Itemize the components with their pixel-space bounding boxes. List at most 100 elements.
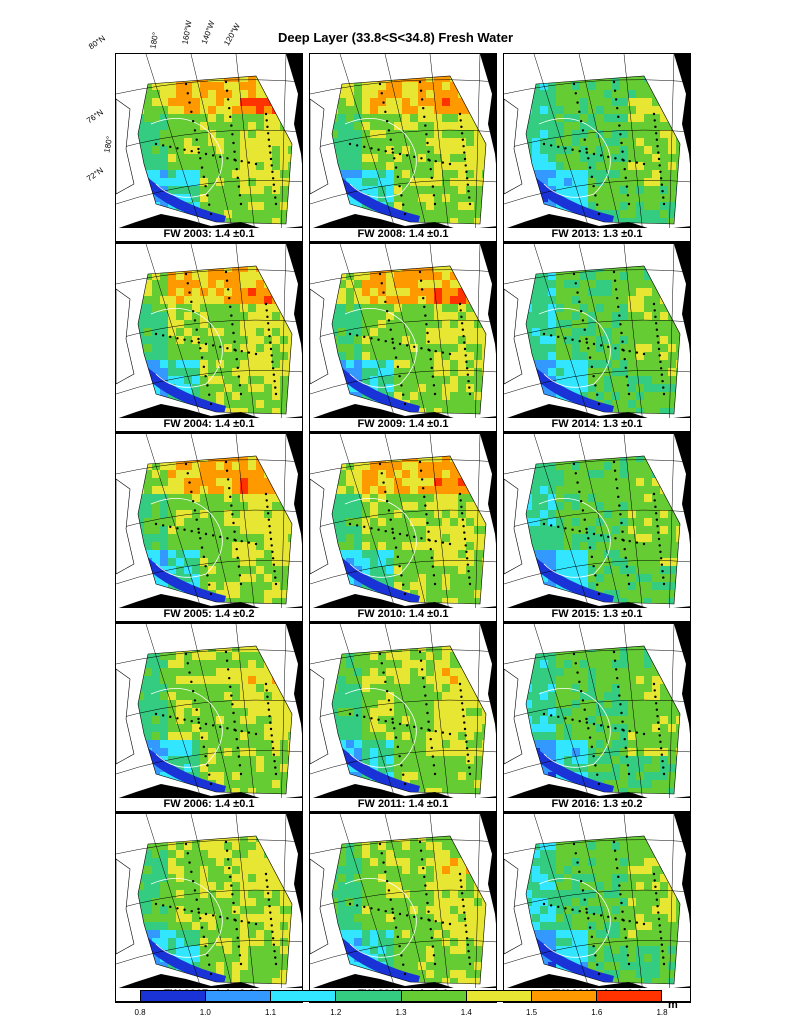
grid-cell [160, 668, 169, 677]
graticule-line [116, 129, 302, 150]
grid-cell [240, 154, 249, 163]
grid-cell [442, 328, 451, 337]
station-dot [430, 366, 433, 370]
grid-cell [378, 534, 387, 543]
station-dot [571, 338, 574, 341]
grid-cell [450, 162, 459, 171]
grid-cell [628, 456, 637, 463]
grid-cell [628, 400, 637, 409]
grid-cell [354, 462, 363, 471]
grid-cell [240, 502, 249, 511]
station-dot [398, 532, 402, 536]
grid-cell [240, 146, 249, 155]
grid-cell [362, 186, 371, 195]
grid-cell [176, 462, 185, 471]
station-dot [169, 145, 172, 149]
grid-cell [466, 138, 475, 147]
station-dot [233, 720, 236, 723]
grid-cell [426, 376, 435, 385]
grid-cell [184, 676, 193, 685]
grid-cell [434, 660, 443, 669]
grid-cell [636, 478, 645, 487]
grid-cell [332, 162, 339, 171]
grid-cell [660, 582, 669, 591]
station-dot [197, 341, 201, 344]
grid-cell [256, 708, 265, 717]
grid-cell [138, 360, 145, 369]
grid-cell [152, 542, 161, 551]
station-dot [614, 288, 618, 291]
grid-cell [168, 360, 177, 369]
grid-cell [354, 478, 363, 487]
grid-cell [208, 764, 217, 773]
grid-cell [418, 590, 427, 599]
grid-cell [482, 590, 486, 599]
grid-cell [378, 304, 387, 313]
grid-cell [248, 344, 257, 353]
grid-cell [668, 130, 677, 139]
grid-cell [138, 590, 145, 599]
station-dot [402, 393, 405, 396]
grid-cell [434, 138, 443, 147]
grid-cell [402, 114, 411, 123]
grid-cell [272, 170, 281, 179]
grid-cell [482, 146, 486, 155]
grid-cell [466, 76, 475, 83]
station-dot [426, 331, 429, 335]
grid-cell [272, 122, 281, 131]
station-dot [654, 132, 658, 135]
station-dot [204, 722, 208, 726]
grid-cell [386, 558, 395, 567]
station-dot [612, 270, 616, 274]
grid-cell [636, 360, 645, 369]
land-archipelago [286, 434, 302, 544]
graticule-line [384, 244, 430, 432]
station-dot [355, 524, 359, 527]
grid-cell [604, 186, 613, 195]
grid-cell [288, 288, 292, 297]
grid-cell [370, 154, 379, 163]
grid-cell [224, 210, 233, 219]
grid-cell [168, 756, 177, 765]
grid-cell [628, 384, 637, 393]
grid-cell [426, 676, 435, 685]
grid-cell [332, 692, 339, 701]
grid-cell [482, 210, 486, 219]
land-archipelago [674, 244, 690, 354]
grid-cell [556, 320, 565, 329]
grid-cell [288, 724, 292, 733]
station-dot [230, 694, 233, 697]
grid-cell [668, 352, 677, 361]
grid-cell [208, 732, 217, 741]
grid-cell [192, 272, 201, 281]
contour-line [150, 688, 223, 768]
grid-cell [240, 724, 249, 733]
grid-cell [596, 336, 605, 345]
grid-cell [232, 486, 241, 495]
grid-cell [386, 652, 395, 661]
grid-cell [426, 708, 435, 717]
grid-cell [410, 170, 419, 179]
grid-cell [588, 510, 597, 519]
grid-cell [580, 470, 589, 479]
grid-cell [216, 210, 225, 219]
grid-cell [612, 598, 621, 604]
grid-cell [532, 462, 541, 471]
station-dot [557, 145, 560, 149]
grid-cell [458, 732, 467, 741]
grid-cell [466, 748, 475, 757]
grid-cell [526, 98, 533, 107]
grid-cell [450, 692, 459, 701]
grid-cell [410, 660, 419, 669]
graticule-line [116, 269, 302, 285]
grid-cell [176, 288, 185, 297]
station-dot [370, 527, 373, 530]
grid-cell [240, 684, 249, 693]
grid-cell [362, 502, 371, 511]
grid-cell [264, 266, 273, 273]
grid-cell [192, 186, 201, 195]
station-dot [265, 499, 268, 502]
grid-cell [138, 146, 145, 155]
grid-cell [378, 384, 387, 393]
grid-cell [264, 574, 273, 583]
